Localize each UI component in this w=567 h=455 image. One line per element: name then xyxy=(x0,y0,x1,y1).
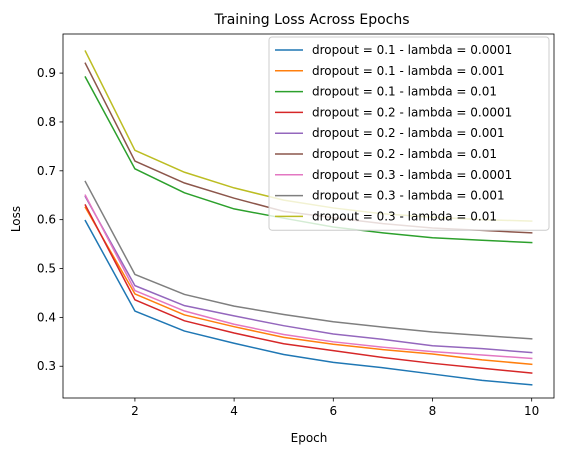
legend-label: dropout = 0.2 - lambda = 0.001 xyxy=(312,126,505,140)
series-line-5 xyxy=(84,195,533,354)
legend-label: dropout = 0.3 - lambda = 0.001 xyxy=(312,189,505,203)
legend-label: dropout = 0.2 - lambda = 0.0001 xyxy=(312,105,512,119)
legend: dropout = 0.1 - lambda = 0.0001 dropout =… xyxy=(268,36,550,231)
y-tick-label: 0.7 xyxy=(37,164,56,178)
axes: 2 4 6 8 10 0.3 0.4 0.5 0.6 0.7 0.8 0.9 xyxy=(37,33,555,418)
y-tick-label: 0.3 xyxy=(37,359,56,373)
x-tick-label: 10 xyxy=(524,404,539,418)
x-tick-label: 2 xyxy=(131,404,139,418)
chart-title: Training Loss Across Epochs xyxy=(213,12,409,28)
legend-box xyxy=(268,36,550,231)
legend-label: dropout = 0.1 - lambda = 0.001 xyxy=(312,64,505,78)
series-line-8 xyxy=(84,180,533,340)
series-line-7 xyxy=(84,194,533,360)
y-tick-label: 0.8 xyxy=(37,115,56,129)
legend-label: dropout = 0.1 - lambda = 0.0001 xyxy=(312,43,512,57)
y-tick-label: 0.6 xyxy=(37,213,56,227)
x-tick-label: 4 xyxy=(230,404,238,418)
legend-label: dropout = 0.2 - lambda = 0.01 xyxy=(312,147,497,161)
legend-label: dropout = 0.3 - lambda = 0.01 xyxy=(312,209,497,223)
y-axis-title: Loss xyxy=(9,206,23,232)
legend-label: dropout = 0.3 - lambda = 0.0001 xyxy=(312,168,512,182)
y-tick-label: 0.5 xyxy=(37,262,56,276)
series-line-2 xyxy=(84,206,533,366)
y-tick-label: 0.4 xyxy=(37,310,56,324)
x-tick-label: 8 xyxy=(429,404,437,418)
axes-frame xyxy=(62,33,555,399)
legend-label: dropout = 0.1 - lambda = 0.01 xyxy=(312,85,497,99)
x-tick-label: 6 xyxy=(329,404,337,418)
series-line-1 xyxy=(84,219,533,386)
x-axis-title: Epoch xyxy=(291,431,328,445)
y-tick-label: 0.9 xyxy=(37,66,56,80)
series-line-4 xyxy=(84,203,533,374)
